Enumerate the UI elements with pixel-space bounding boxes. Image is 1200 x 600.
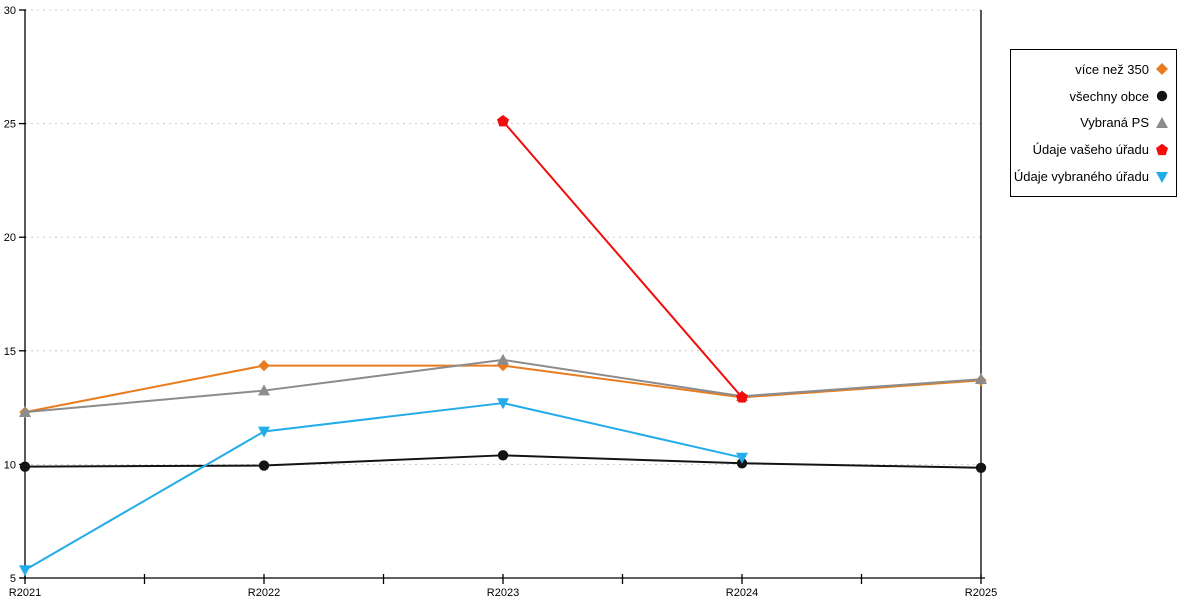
data-point-triangle-down [258,426,270,438]
legend-item-label: Vybraná PS [1080,115,1149,131]
series-line-pentagon [502,120,743,399]
pentagon-marker-icon [1156,143,1168,155]
x-tick-label: R2022 [248,587,280,599]
legend-item: Vybraná PS [1011,115,1176,130]
legend-item: více než 350 [1011,62,1176,77]
data-point-diamond [258,359,270,372]
data-point-circle [497,450,509,461]
y-tick-label: 30 [4,5,16,17]
data-point-triangle-down [736,452,748,464]
data-point-pentagon [736,391,748,403]
diamond-marker-icon [1156,63,1168,76]
y-tick-label: 20 [4,232,16,244]
circle-marker-icon [1156,90,1168,102]
data-point-circle [975,462,987,474]
y-tick-label: 25 [4,119,16,131]
y-tick-label: 10 [4,459,16,471]
data-point-triangle-down [497,398,509,410]
data-point-triangle-up [975,373,987,384]
legend-item-label: všechny obce [1069,88,1150,104]
legend-item: všechny obce [1011,89,1176,104]
triangle-up-marker-icon [1156,116,1168,128]
x-tick-label: R2023 [487,587,519,599]
x-tick-label: R2021 [9,587,41,599]
legend-item-label: Údaje vybraného úřadu [1013,169,1149,185]
x-tick-label: R2024 [726,587,758,599]
data-point-triangle-up [258,384,270,396]
legend-item: Údaje vašeho úřadu [1011,142,1176,157]
data-point-triangle-up [497,353,509,365]
legend: více než 350 všechny obce Vybraná PS Údaje … [1010,49,1177,197]
x-tick-label: R2025 [965,587,997,599]
y-tick-label: 5 [10,573,16,585]
data-point-triangle-down [19,565,31,577]
data-point-circle [19,461,31,472]
legend-item-label: Údaje vašeho úřadu [1032,142,1149,158]
data-point-triangle-up [19,405,31,417]
data-point-circle [258,460,270,471]
legend-item-label: více než 350 [1075,61,1149,77]
y-tick-label: 15 [4,346,16,358]
series-line-triangle-down [24,402,743,571]
triangle-down-marker-icon [1156,171,1168,183]
legend-item: Údaje vybraného úřadu [1011,169,1176,184]
data-point-pentagon [497,115,509,127]
